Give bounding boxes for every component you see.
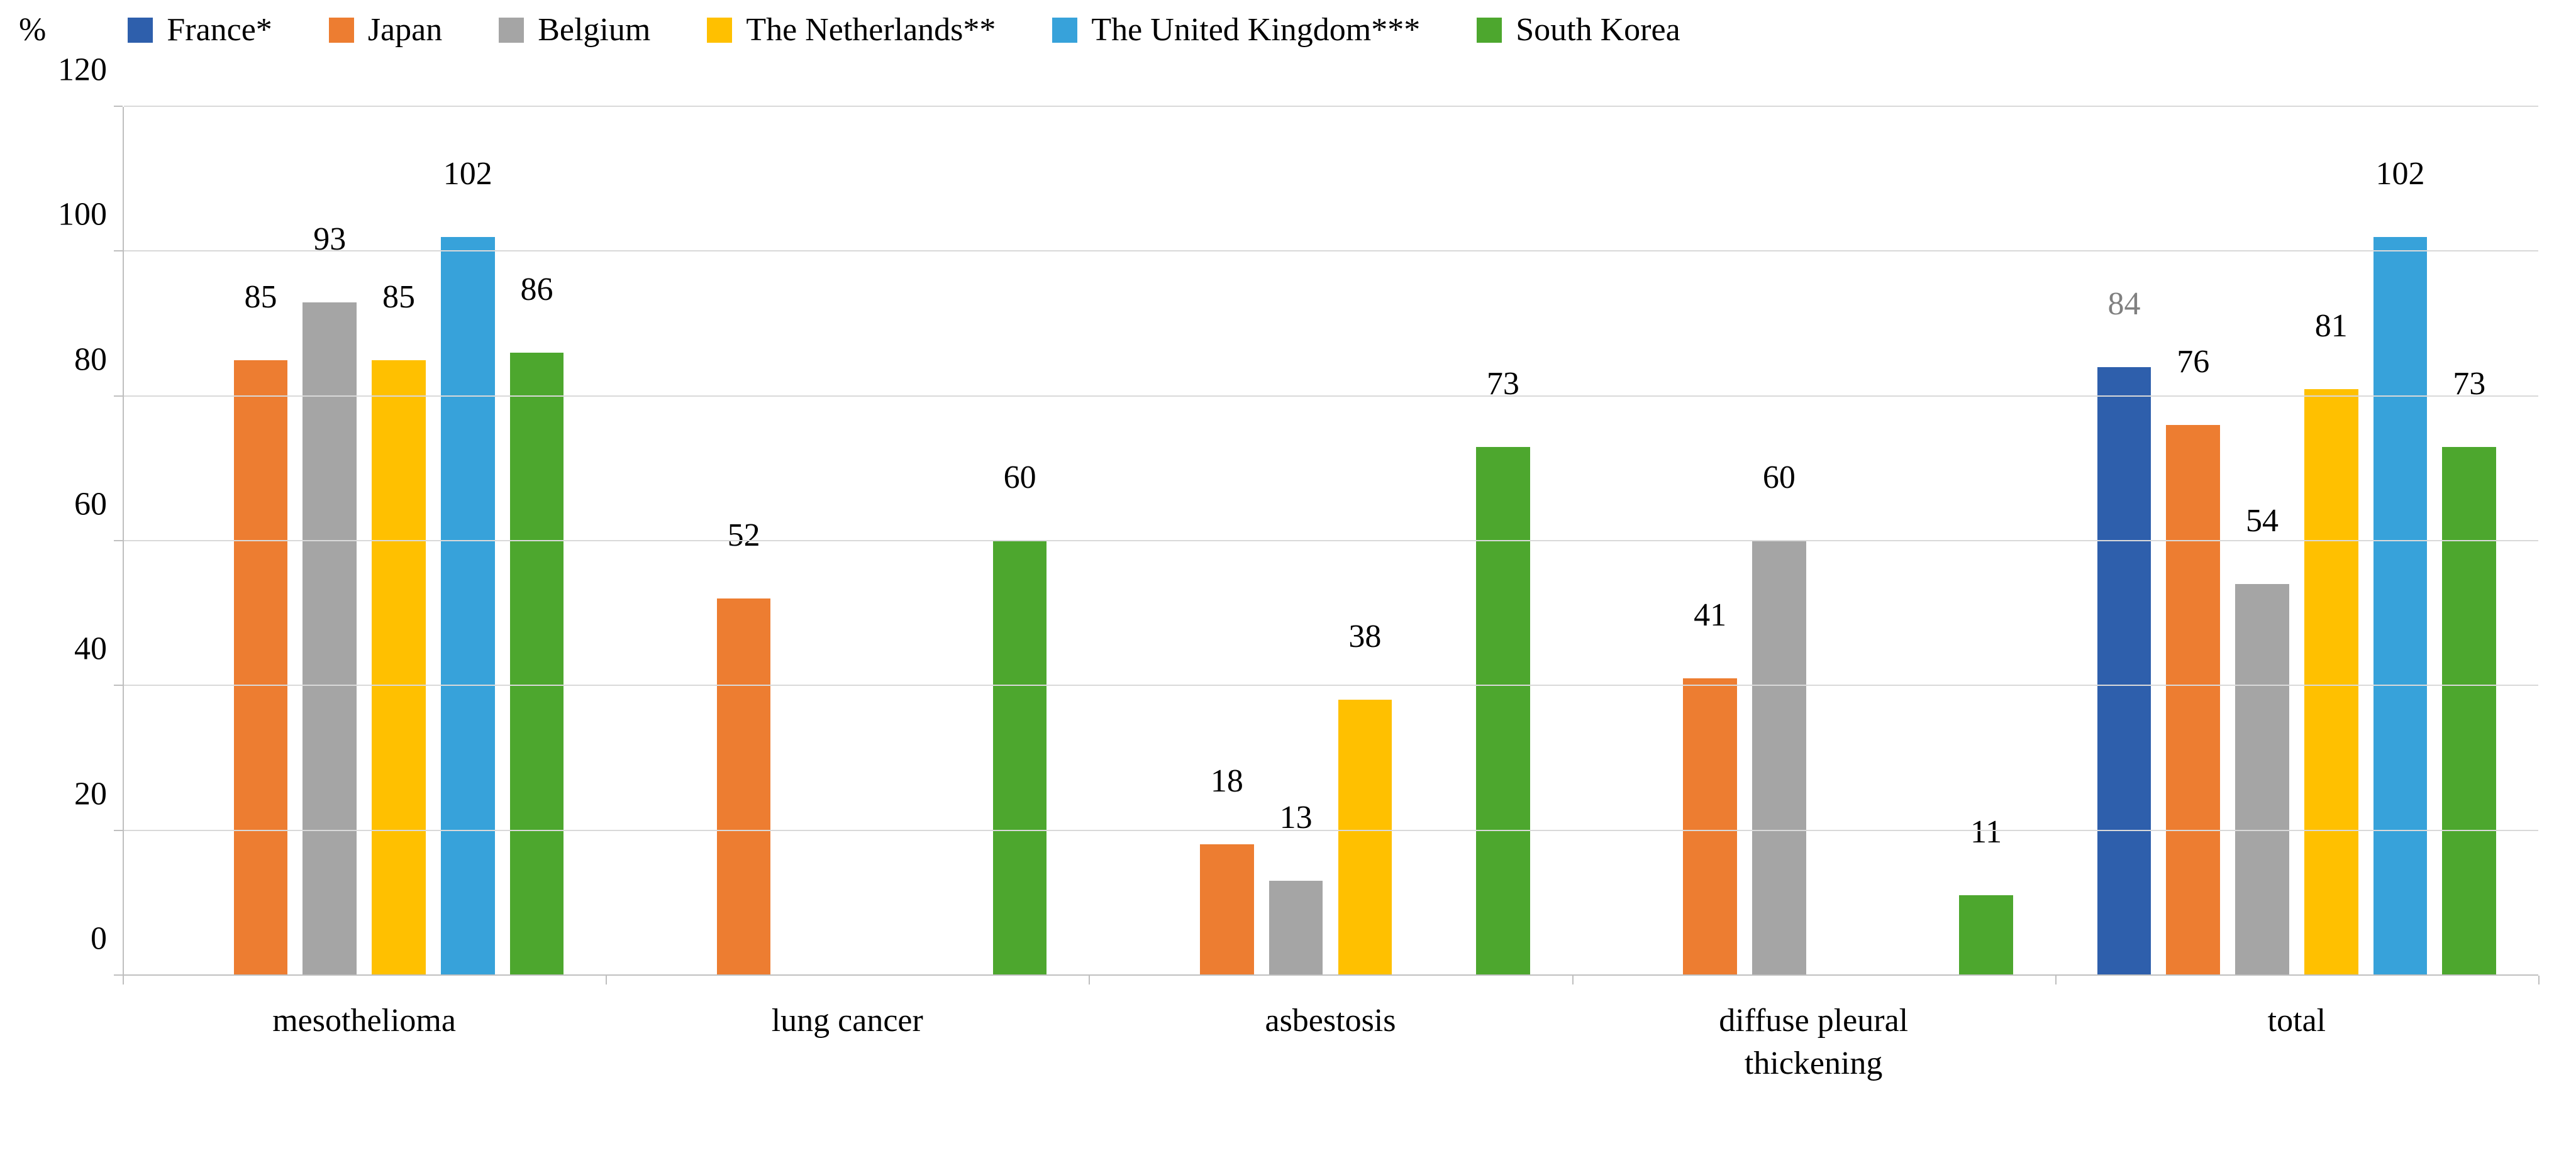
bar (441, 237, 495, 974)
y-tick (114, 395, 123, 397)
bar (510, 353, 564, 974)
bar-value-label: 11 (1970, 813, 2002, 854)
bar-value-label: 85 (382, 278, 415, 319)
y-tick-label: 120 (25, 52, 107, 89)
bar-value-label: 84 (2108, 285, 2141, 326)
bar-chart: % France* Japan Belgium The Netherlands*… (0, 0, 2576, 1158)
bar (1200, 844, 1254, 974)
bar-value-label: 93 (313, 221, 346, 262)
bar-value-label: 38 (1348, 618, 1381, 659)
legend-label-japan: Japan (368, 11, 442, 48)
x-axis-category-label: total (2055, 1000, 2538, 1042)
bar (234, 360, 288, 975)
bar (717, 598, 771, 974)
bar-value-label: 102 (2376, 155, 2425, 196)
legend-item-netherlands: The Netherlands** (707, 11, 996, 48)
legend-item-belgium: Belgium (499, 11, 650, 48)
y-tick-label: 100 (25, 196, 107, 233)
bar-value-label: 52 (728, 517, 760, 558)
bar-value-label: 41 (1694, 597, 1726, 637)
y-tick-label: 20 (25, 775, 107, 812)
legend-item-southkorea: South Korea (1477, 11, 1680, 48)
bar-value-label: 73 (2453, 365, 2485, 406)
x-axis-category-label: diffuse pleuralthickening (1572, 1000, 2055, 1084)
bar-value-label: 85 (244, 278, 277, 319)
bar (2235, 584, 2289, 974)
bar (372, 360, 426, 975)
legend-item-japan: Japan (329, 11, 442, 48)
bar (1752, 541, 1806, 974)
bar (2442, 447, 2496, 975)
legend-swatch-belgium (499, 18, 524, 43)
y-tick (114, 974, 123, 976)
gridline (124, 685, 2538, 686)
legend-label-netherlands: The Netherlands** (746, 11, 996, 48)
legend-swatch-france (128, 18, 153, 43)
bar (1476, 447, 1530, 975)
bar (2166, 425, 2220, 974)
y-tick-label: 60 (25, 486, 107, 523)
legend-swatch-netherlands (707, 18, 732, 43)
plot-area: 85 93 85 102 86 52 60 18 13 38 73 41 60 11 84 76 54 81 102… (123, 107, 2538, 976)
bar (993, 541, 1047, 974)
y-tick (114, 830, 123, 831)
x-axis-category-label: mesothelioma (123, 1000, 606, 1042)
gridline (124, 830, 2538, 831)
x-axis-category-label: asbestosis (1089, 1000, 1572, 1042)
y-tick (114, 106, 123, 107)
y-tick-label: 40 (25, 631, 107, 668)
bar (1269, 881, 1323, 975)
bar-value-label: 73 (1487, 365, 1519, 406)
legend-item-france: France* (128, 11, 272, 48)
legend: % France* Japan Belgium The Netherlands*… (19, 11, 2557, 48)
bar (303, 302, 357, 975)
x-axis-line (123, 974, 2538, 976)
bar (1959, 895, 2013, 975)
bar-value-label: 76 (2177, 343, 2209, 384)
bar (2373, 237, 2428, 974)
bar (2097, 367, 2151, 974)
legend-label-southkorea: South Korea (1516, 11, 1680, 48)
bar-value-label: 60 (1763, 459, 1796, 500)
x-axis-category-label: lung cancer (606, 1000, 1089, 1042)
legend-swatch-southkorea (1477, 18, 1502, 43)
bar-value-label: 18 (1211, 763, 1243, 803)
x-tick (2538, 976, 2540, 984)
y-tick (114, 685, 123, 686)
legend-swatch-japan (329, 18, 354, 43)
bar (1338, 700, 1392, 974)
y-tick (114, 250, 123, 251)
bar-value-label: 60 (1004, 459, 1036, 500)
legend-label-belgium: Belgium (538, 11, 650, 48)
y-tick-label: 80 (25, 341, 107, 378)
gridline (124, 540, 2538, 541)
gridline (124, 106, 2538, 107)
bar-value-label: 13 (1280, 799, 1313, 840)
y-axis-label: % (19, 11, 46, 48)
y-tick-label: 0 (25, 920, 107, 957)
gridline (124, 395, 2538, 397)
x-axis-labels: mesotheliomalung cancerasbestosisdiffuse… (123, 982, 2538, 1158)
bar-value-label: 86 (520, 271, 553, 312)
gridline (124, 250, 2538, 251)
bar-value-label: 81 (2315, 307, 2348, 348)
bar (2304, 389, 2358, 975)
bar-value-label: 54 (2246, 502, 2279, 543)
y-tick (114, 540, 123, 541)
bar (1683, 678, 1737, 975)
legend-swatch-uk (1052, 18, 1077, 43)
legend-item-uk: The United Kingdom*** (1052, 11, 1420, 48)
bar-value-label: 102 (443, 155, 492, 196)
legend-label-france: France* (167, 11, 272, 48)
legend-label-uk: The United Kingdom*** (1091, 11, 1420, 48)
